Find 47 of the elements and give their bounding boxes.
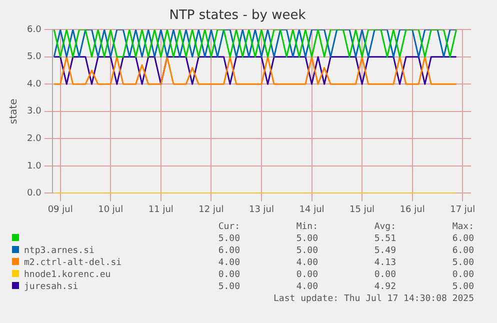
y-tick-label: 5.0	[26, 52, 42, 62]
text: 4.00	[295, 281, 318, 293]
text: 4.92	[373, 281, 396, 293]
text: 4.00	[217, 257, 240, 269]
text: 5.00	[451, 281, 474, 293]
text: 0.00	[451, 269, 474, 281]
y-tick-label: 6.0	[26, 24, 42, 35]
y-tick-label: 0.0	[26, 188, 42, 199]
text: 0.00	[373, 269, 396, 281]
text: Max:	[451, 221, 474, 233]
x-tick-label: 11 jul	[148, 204, 174, 215]
legend-label: ntp3.arnes.si	[24, 245, 96, 257]
y-tick-label: 1.0	[26, 161, 42, 172]
legend-label: m2.ctrl-alt-del.si	[24, 257, 123, 269]
text: 5.00	[295, 245, 318, 257]
x-tick-label: 09 jul	[48, 204, 73, 215]
y-tick-label: 2.0	[26, 134, 42, 144]
text: 4.00	[295, 257, 318, 269]
text: Min:	[295, 221, 318, 233]
chart-title: NTP states - by week	[169, 8, 306, 24]
text: 6.00	[451, 233, 474, 245]
text: 5.49	[373, 245, 396, 257]
text: 5.00	[217, 281, 240, 293]
text: Avg:	[373, 221, 396, 233]
x-tick-label: 14 jul	[299, 204, 324, 215]
text: 0.00	[217, 269, 240, 281]
x-tick-label: 17 jul	[450, 204, 476, 215]
text: 5.51	[373, 233, 396, 245]
y-tick-label: 3.0	[26, 106, 42, 117]
x-tick-label: 10 jul	[98, 204, 124, 215]
text: 5.00	[451, 257, 474, 269]
y-tick-label: 4.0	[26, 79, 42, 90]
text: 6.00	[217, 245, 240, 257]
x-tick-label: 12 jul	[198, 204, 224, 215]
x-tick-label: 16 jul	[400, 204, 425, 215]
y-axis-title: state	[8, 98, 20, 124]
x-tick-label: 15 jul	[350, 204, 375, 215]
legend-label: hnode1.korenc.eu	[24, 269, 112, 281]
legend-label: juresah.si	[24, 281, 80, 293]
text: Last update: Thu Jul 17 14:30:08 2025	[272, 293, 474, 305]
x-tick-label: 13 jul	[248, 204, 274, 215]
text: 6.00	[451, 245, 474, 257]
text: 5.00	[295, 233, 318, 245]
text: 4.13	[373, 257, 396, 269]
text: 5.00	[217, 233, 240, 245]
text: Cur:	[217, 221, 240, 233]
text: 0.00	[295, 269, 318, 281]
